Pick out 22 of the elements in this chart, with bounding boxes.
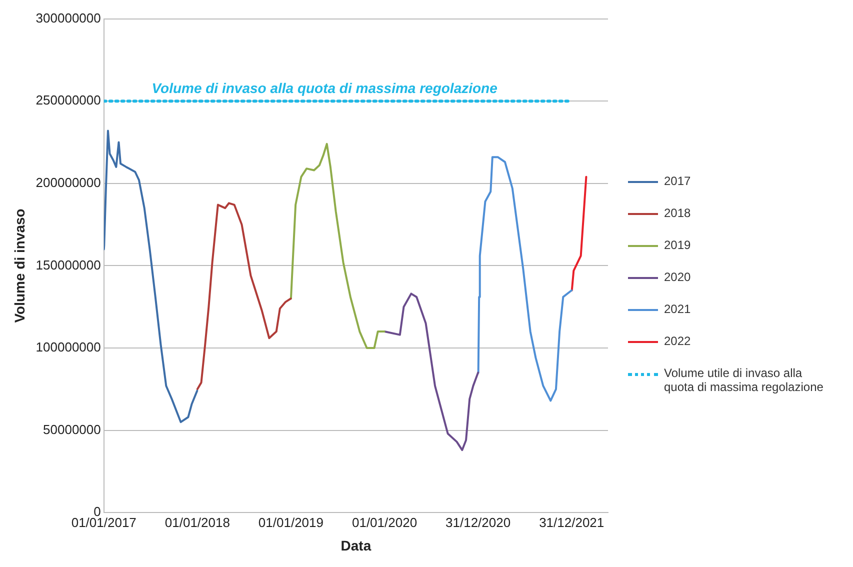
x-axis-title: Data bbox=[340, 537, 372, 554]
legend-label: 2018 bbox=[664, 206, 691, 220]
x-tick-label: 01/01/2020 bbox=[352, 514, 418, 530]
x-tick-label: 01/01/2018 bbox=[164, 514, 230, 530]
y-tick-label: 100000000 bbox=[36, 340, 101, 355]
y-tick-label: 0 bbox=[94, 504, 101, 520]
y-tick-label: 250000000 bbox=[36, 92, 101, 108]
y-tick-label: 150000000 bbox=[36, 257, 101, 272]
y-tick-label: 300000000 bbox=[36, 10, 101, 26]
x-tick-label: 01/01/2019 bbox=[258, 514, 324, 530]
legend-label: 2021 bbox=[664, 302, 691, 316]
x-tick-label: 31/12/2020 bbox=[446, 514, 511, 530]
legend-label: 2020 bbox=[664, 270, 691, 284]
legend-label: 2022 bbox=[664, 334, 691, 348]
legend-label: Volume utile di invaso alla quota di massima regolazione bbox=[664, 366, 824, 394]
x-tick-label: 31/12/2021 bbox=[539, 514, 604, 530]
y-axis-title: Volume di invaso bbox=[11, 208, 28, 323]
legend-label: 2017 bbox=[664, 174, 691, 188]
y-tick-label: 50000000 bbox=[43, 422, 101, 437]
annotation: Volume di invaso alla quota di massima regolazione bbox=[152, 80, 498, 96]
y-tick-label: 200000000 bbox=[36, 174, 101, 190]
legend-label: 2019 bbox=[664, 238, 691, 252]
